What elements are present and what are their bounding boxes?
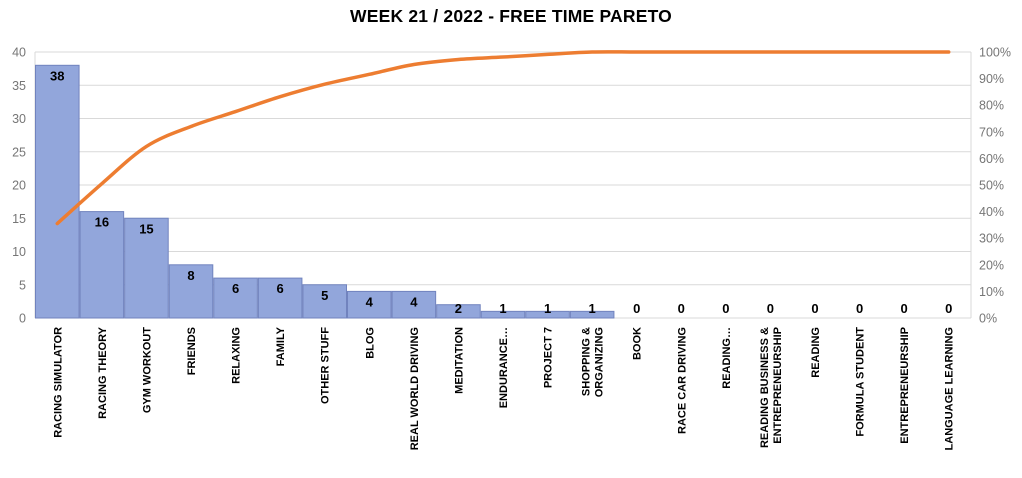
right-axis-tick-label: 70% bbox=[979, 125, 1004, 139]
right-axis-tick-label: 0% bbox=[979, 312, 997, 326]
left-axis-tick-label: 40 bbox=[12, 46, 26, 60]
category-label: ENTREPRENEURSHIP bbox=[899, 327, 911, 444]
bar bbox=[480, 310, 526, 319]
left-axis-tick-label: 25 bbox=[12, 145, 26, 159]
bar-value-label: 4 bbox=[410, 294, 418, 309]
bar-value-label: 8 bbox=[187, 268, 194, 283]
bar-value-label: 0 bbox=[901, 301, 908, 316]
right-axis-tick-label: 90% bbox=[979, 72, 1004, 86]
bar-value-label: 0 bbox=[633, 301, 640, 316]
bar-value-label: 0 bbox=[722, 301, 729, 316]
category-label: RELAXING bbox=[231, 327, 243, 384]
bar-value-label: 1 bbox=[589, 301, 596, 316]
chart-title: WEEK 21 / 2022 - FREE TIME PARETO bbox=[349, 6, 672, 26]
bar-value-label: 6 bbox=[277, 281, 284, 296]
right-axis-tick-label: 100% bbox=[979, 46, 1011, 60]
category-label: BLOG bbox=[364, 327, 376, 359]
bar bbox=[168, 264, 214, 319]
bar-value-label: 0 bbox=[767, 301, 774, 316]
bar bbox=[302, 284, 347, 319]
bar-value-label: 0 bbox=[811, 301, 818, 316]
bar bbox=[213, 277, 258, 319]
left-axis-tick-label: 10 bbox=[12, 245, 26, 259]
bar-value-label: 38 bbox=[50, 68, 64, 83]
bar bbox=[525, 310, 570, 319]
cumulative-percentage-line bbox=[55, 50, 951, 226]
category-label: OTHER STUFF bbox=[320, 327, 332, 404]
right-axis-tick-label: 50% bbox=[979, 179, 1004, 193]
bar bbox=[79, 211, 125, 319]
left-axis-tick-label: 5 bbox=[19, 278, 26, 292]
category-label: BOOK bbox=[632, 327, 644, 360]
right-axis-tick-label: 80% bbox=[979, 99, 1004, 113]
left-axis-tick-label: 15 bbox=[12, 212, 26, 226]
category-label: FORMULA STUDENT bbox=[855, 327, 867, 437]
right-axis-tick-label: 10% bbox=[979, 285, 1004, 299]
bar bbox=[347, 290, 392, 319]
right-axis-tick-label: 40% bbox=[979, 205, 1004, 219]
category-label: RACING SIMULATOR bbox=[52, 327, 64, 438]
bar bbox=[35, 64, 80, 319]
category-label: FRIENDS bbox=[186, 327, 198, 375]
bar-value-label: 0 bbox=[856, 301, 863, 316]
bar-value-label: 1 bbox=[544, 301, 551, 316]
bar-value-label: 2 bbox=[455, 301, 462, 316]
left-axis-tick-label: 20 bbox=[12, 179, 26, 193]
category-label: MEDITATION bbox=[453, 327, 465, 394]
bar-value-label: 6 bbox=[232, 281, 239, 296]
left-axis-tick-label: 35 bbox=[12, 79, 26, 93]
category-label: READING bbox=[810, 327, 822, 378]
right-axis-tick-label: 20% bbox=[979, 258, 1004, 272]
category-label: LANGUAGE LEARNING bbox=[944, 327, 956, 450]
bar bbox=[569, 310, 615, 319]
category-label: ENDURANCE… bbox=[498, 327, 510, 408]
category-label: REAL WORLD DRIVING bbox=[409, 327, 421, 450]
category-label: READING… bbox=[721, 327, 733, 389]
bar-value-label: 5 bbox=[321, 288, 328, 303]
right-axis-tick-label: 60% bbox=[979, 152, 1004, 166]
category-label: READING BUSINESS &ENTREPRENEURSHIP bbox=[759, 327, 784, 448]
bar bbox=[391, 290, 437, 319]
bar-value-label: 0 bbox=[945, 301, 952, 316]
bar bbox=[257, 277, 303, 319]
left-axis-tick-label: 30 bbox=[12, 112, 26, 126]
category-label: FAMILY bbox=[275, 326, 287, 366]
right-axis-tick-label: 30% bbox=[979, 232, 1004, 246]
bar-value-label: 15 bbox=[139, 221, 153, 236]
category-label: RACE CAR DRIVING bbox=[676, 327, 688, 434]
category-label: PROJECT 7 bbox=[543, 327, 555, 388]
bar-value-label: 16 bbox=[95, 215, 109, 230]
bar-value-label: 0 bbox=[678, 301, 685, 316]
bar-value-label: 4 bbox=[366, 294, 374, 309]
category-label: SHOPPING &ORGANIZING bbox=[581, 327, 606, 397]
bar-value-label: 1 bbox=[499, 301, 506, 316]
left-axis-tick-label: 0 bbox=[19, 312, 26, 326]
category-label: RACING THEORY bbox=[97, 326, 109, 419]
bar bbox=[436, 304, 481, 319]
category-label: GYM WORKOUT bbox=[141, 327, 153, 413]
bar bbox=[124, 217, 169, 319]
